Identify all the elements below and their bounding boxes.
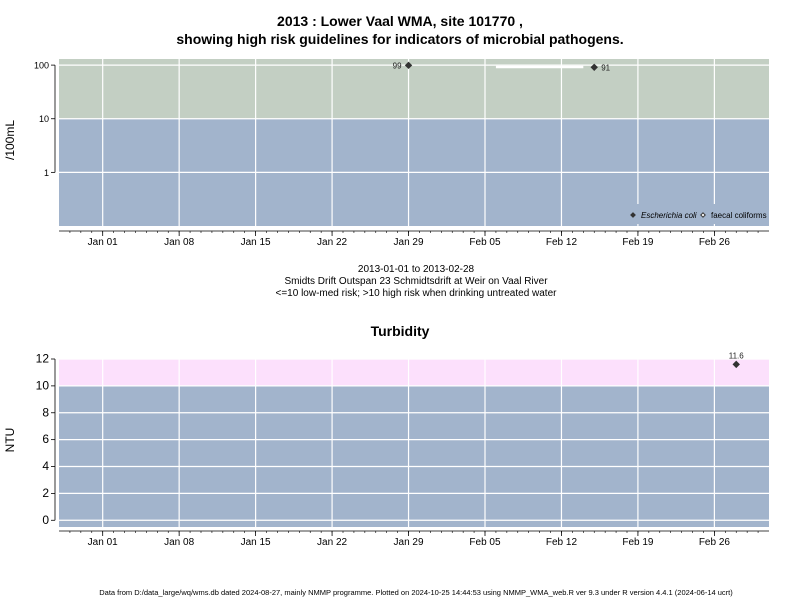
y-tick-label: 8 [42, 405, 49, 419]
x-tick-label: Jan 22 [317, 237, 347, 248]
data-label: 99 [393, 61, 402, 70]
x-tick-label: Jan 15 [241, 537, 271, 548]
risk-band-1 [59, 359, 769, 386]
x-tick-label: Jan 01 [88, 237, 118, 248]
legend-label: Escherichia coli [641, 211, 697, 220]
data-point [590, 63, 598, 72]
x-tick-label: Feb 19 [622, 537, 654, 548]
x-tick-label: Feb 12 [546, 237, 578, 248]
data-label: 91 [601, 63, 610, 72]
chart1-title-line2: showing high risk guidelines for indicat… [176, 31, 624, 47]
legend-label: faecal coliforms [711, 211, 767, 220]
chart1-y-axis-label: /100mL [3, 120, 17, 160]
x-tick-label: Feb 26 [699, 537, 731, 548]
x-tick-label: Jan 08 [164, 237, 194, 248]
y-tick-label: 10 [39, 114, 49, 124]
x-tick-label: Feb 05 [469, 537, 501, 548]
risk-band-0 [59, 385, 769, 527]
chart2-title: Turbidity [370, 323, 430, 339]
data-label: 11.6 [729, 351, 745, 360]
legend-marker [700, 212, 706, 218]
y-tick-label: 1 [44, 168, 49, 178]
x-tick-label: Jan 08 [164, 537, 194, 548]
chart1-site-description: Smidts Drift Outspan 23 Schmidtsdrift at… [284, 276, 548, 287]
footer-note: Data from D:/data_large/wq/wms.db dated … [99, 588, 733, 597]
turbidity-chart: Jan 01 Jan 08 Jan 15 Jan 22 Jan 29 Feb 05 Feb … [36, 351, 769, 548]
chart1-risk-note: <=10 low-med risk; >10 high risk when dr… [275, 288, 557, 299]
y-tick-label: 10 [36, 378, 50, 392]
x-tick-label: Jan 22 [317, 537, 347, 548]
chart1-date-range: 2013-01-01 to 2013-02-28 [357, 264, 475, 275]
x-tick-label: Jan 29 [394, 237, 424, 248]
x-tick-label: Feb 19 [622, 237, 654, 248]
x-tick-label: Jan 29 [394, 537, 424, 548]
data-point [732, 360, 740, 369]
x-tick-label: Jan 15 [241, 237, 271, 248]
legend-box [625, 204, 768, 224]
y-tick-label: 4 [42, 459, 49, 473]
y-tick-label: 12 [36, 352, 50, 366]
chart1-title-line1: 2013 : Lower Vaal WMA, site 101770 , [277, 13, 523, 29]
risk-band-1 [59, 59, 769, 119]
x-tick-label: Feb 26 [699, 237, 731, 248]
legend-marker [630, 212, 636, 218]
y-tick-label: 2 [42, 486, 49, 500]
y-tick-label: 100 [34, 61, 49, 71]
x-tick-label: Feb 12 [546, 537, 578, 548]
x-tick-label: Jan 01 [88, 537, 118, 548]
ecoli-chart: Jan 01 Jan 08 Jan 15 Jan 22 Jan 29 Feb 05 Feb … [34, 59, 769, 248]
y-tick-label: 6 [42, 432, 49, 446]
x-tick-label: Feb 05 [469, 237, 501, 248]
data-point [404, 61, 413, 70]
chart2-y-axis-label: NTU [3, 428, 17, 453]
y-tick-label: 0 [42, 513, 49, 527]
